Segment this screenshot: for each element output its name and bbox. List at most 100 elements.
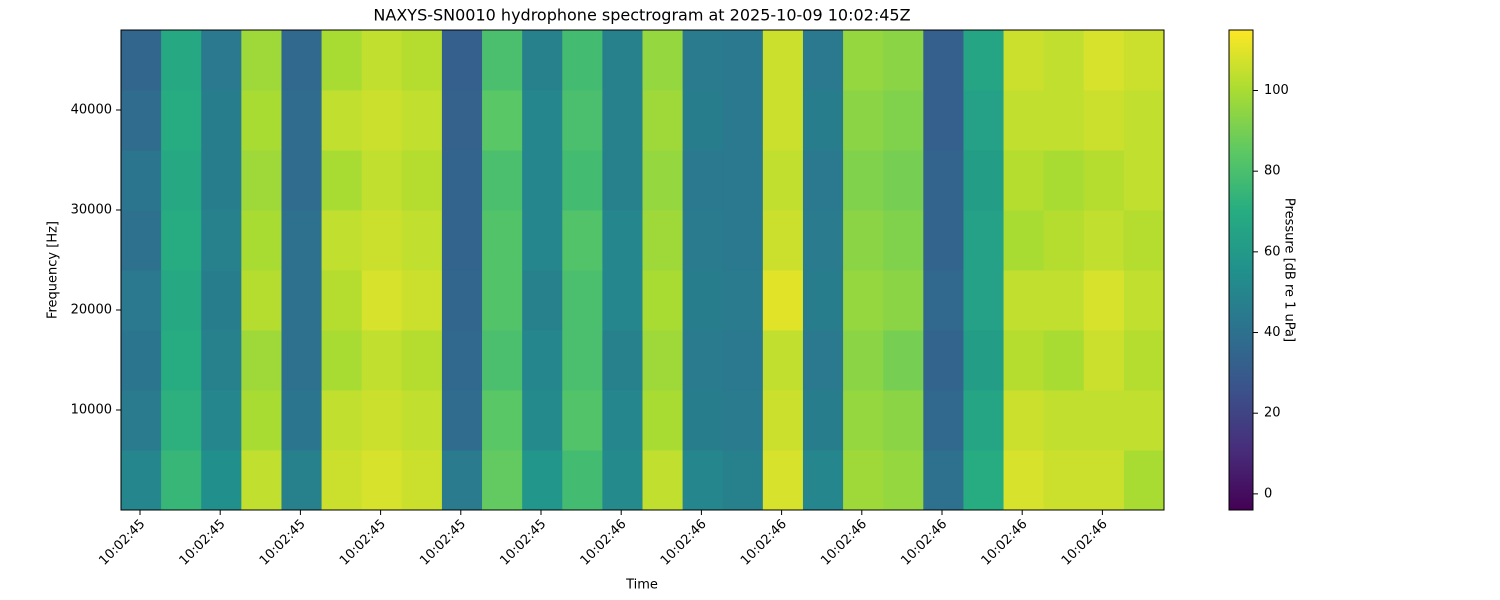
cell	[1003, 450, 1045, 511]
cell	[642, 330, 684, 391]
cell	[321, 30, 363, 91]
cell	[241, 390, 282, 451]
cell	[802, 150, 844, 211]
cell	[722, 270, 764, 331]
cell	[562, 270, 603, 331]
cell	[241, 90, 282, 151]
cell	[522, 210, 563, 271]
cell	[1043, 390, 1085, 451]
cell	[1003, 330, 1045, 391]
cell	[482, 210, 523, 271]
cell	[963, 30, 1005, 91]
cell	[1043, 210, 1085, 271]
cell	[441, 390, 483, 451]
cell	[762, 150, 804, 211]
cell	[923, 210, 964, 271]
cell	[281, 210, 323, 271]
cell	[401, 30, 443, 91]
colorbar-tick-label: 20	[1264, 406, 1281, 421]
cell	[963, 90, 1005, 151]
cell	[1083, 90, 1125, 151]
cell	[241, 450, 282, 511]
x-axis-label: Time	[625, 578, 658, 593]
cell	[482, 390, 523, 451]
cell	[441, 450, 483, 511]
cell	[883, 90, 924, 151]
y-tick-label: 10000	[71, 403, 112, 418]
plot-frame	[120, 29, 1165, 511]
cell	[762, 30, 804, 91]
cell	[843, 270, 884, 331]
cell	[562, 150, 603, 211]
cell	[602, 30, 643, 91]
x-tick-label: 10:02:45	[96, 517, 148, 569]
cell	[281, 330, 323, 391]
cell	[201, 390, 242, 451]
cell	[482, 330, 523, 391]
cell	[401, 330, 443, 391]
cell	[802, 30, 844, 91]
cell	[361, 450, 403, 511]
colorbar-tick-label: 80	[1264, 164, 1281, 179]
cell	[1123, 450, 1165, 511]
cell	[682, 210, 724, 271]
cell	[802, 270, 844, 331]
cell	[522, 150, 563, 211]
x-tick-label: 10:02:46	[658, 517, 710, 569]
cell	[121, 270, 162, 331]
cell	[281, 270, 323, 331]
x-tick-label: 10:02:46	[1059, 517, 1111, 569]
cell	[562, 90, 603, 151]
colorbar-tick-label: 100	[1264, 83, 1289, 98]
cell	[1003, 30, 1045, 91]
cell	[963, 270, 1005, 331]
cell	[161, 210, 202, 271]
cell	[963, 450, 1005, 511]
cell	[522, 390, 563, 451]
cell	[401, 150, 443, 211]
cell	[802, 90, 844, 151]
cell	[241, 330, 282, 391]
colorbar-label: Pressure [dB re 1 uPa]	[1282, 198, 1297, 342]
cell	[722, 150, 764, 211]
cell	[401, 390, 443, 451]
cell	[642, 90, 684, 151]
cell	[1083, 390, 1125, 451]
cell	[161, 30, 202, 91]
cell	[843, 390, 884, 451]
cell	[883, 450, 924, 511]
cell	[281, 450, 323, 511]
cell	[1003, 210, 1045, 271]
cell	[121, 30, 162, 91]
cell	[802, 330, 844, 391]
cell	[722, 90, 764, 151]
cell	[1043, 330, 1085, 391]
cell	[1083, 30, 1125, 91]
cell	[1123, 90, 1165, 151]
cell	[843, 150, 884, 211]
cell	[321, 210, 363, 271]
cell	[522, 330, 563, 391]
cell	[201, 90, 242, 151]
cell	[762, 270, 804, 331]
cell	[121, 450, 162, 511]
cell	[963, 390, 1005, 451]
cell	[883, 210, 924, 271]
cell	[401, 210, 443, 271]
cell	[802, 210, 844, 271]
cell	[482, 90, 523, 151]
x-tick-label: 10:02:46	[979, 517, 1031, 569]
cell	[802, 450, 844, 511]
cell	[1003, 390, 1045, 451]
cell	[562, 330, 603, 391]
cell	[201, 150, 242, 211]
cell	[722, 210, 764, 271]
cell	[1043, 150, 1085, 211]
cell	[321, 150, 363, 211]
y-tick-label: 30000	[71, 203, 112, 218]
cell	[522, 90, 563, 151]
cell	[441, 270, 483, 331]
cell	[562, 210, 603, 271]
cell	[923, 270, 964, 331]
cell	[642, 30, 684, 91]
